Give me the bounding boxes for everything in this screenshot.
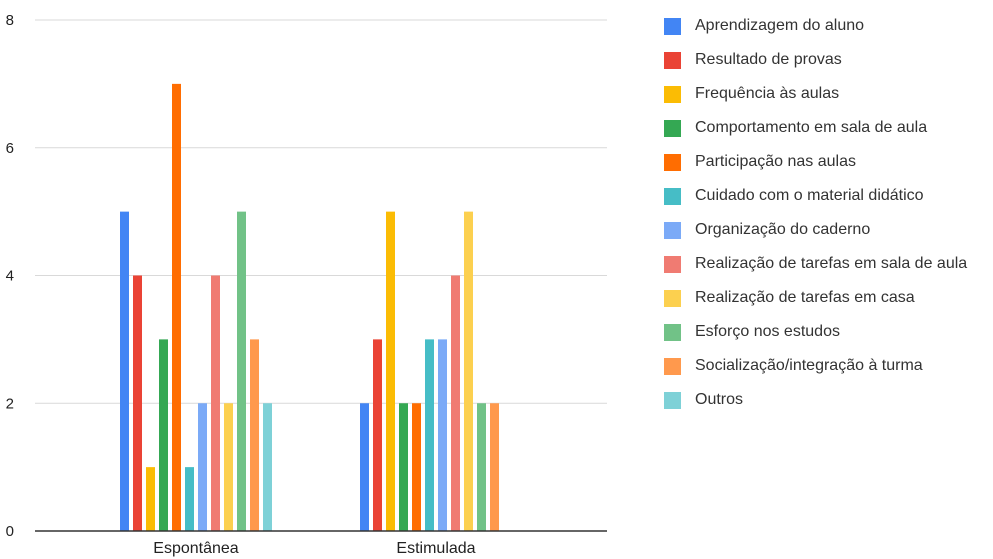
legend-item: Frequência às aulas bbox=[664, 84, 989, 103]
legend-swatch bbox=[664, 154, 681, 171]
bar bbox=[185, 467, 194, 531]
legend-swatch bbox=[664, 358, 681, 375]
bar bbox=[224, 403, 233, 531]
y-tick-label: 6 bbox=[6, 140, 14, 157]
legend-item: Aprendizagem do aluno bbox=[664, 16, 989, 35]
bar bbox=[360, 403, 369, 531]
bar bbox=[120, 211, 129, 531]
bars bbox=[120, 83, 499, 531]
legend-item: Esforço nos estudos bbox=[664, 322, 989, 341]
x-category-label: Estimulada bbox=[396, 540, 475, 557]
legend-swatch bbox=[664, 188, 681, 205]
bar bbox=[146, 467, 155, 531]
legend-label: Realização de tarefas em sala de aula bbox=[695, 255, 968, 272]
legend-item: Resultado de provas bbox=[664, 50, 989, 69]
bar bbox=[451, 275, 460, 531]
y-tick-label: 8 bbox=[6, 12, 14, 29]
gridlines bbox=[35, 19, 607, 404]
legend-swatch bbox=[664, 392, 681, 409]
legend-swatch bbox=[664, 86, 681, 103]
y-tick-label: 0 bbox=[6, 523, 14, 540]
legend-label: Comportamento em sala de aula bbox=[695, 119, 928, 136]
bar bbox=[237, 211, 246, 531]
legend-item: Participação nas aulas bbox=[664, 152, 989, 171]
legend-swatch bbox=[664, 52, 681, 69]
legend-label: Participação nas aulas bbox=[695, 153, 856, 170]
legend-swatch bbox=[664, 256, 681, 273]
bar bbox=[412, 403, 421, 531]
legend-label: Esforço nos estudos bbox=[695, 323, 840, 340]
legend-label: Organização do caderno bbox=[695, 221, 871, 238]
bar-chart: 0 2 4 6 8 Espontânea Estimulada bbox=[6, 12, 607, 557]
bar bbox=[263, 403, 272, 531]
legend-swatch bbox=[664, 324, 681, 341]
bar bbox=[172, 83, 181, 531]
bar bbox=[373, 339, 382, 531]
x-category-label: Espontânea bbox=[153, 540, 239, 557]
legend: Aprendizagem do aluno Resultado de provas… bbox=[664, 16, 989, 424]
bar bbox=[464, 211, 473, 531]
bar bbox=[490, 403, 499, 531]
bar bbox=[250, 339, 259, 531]
legend-swatch bbox=[664, 290, 681, 307]
bar bbox=[425, 339, 434, 531]
legend-item: Realização de tarefas em sala de aula bbox=[664, 254, 989, 273]
legend-item: Cuidado com o material didático bbox=[664, 186, 989, 205]
bar bbox=[399, 403, 408, 531]
y-tick-label: 2 bbox=[6, 395, 14, 412]
bar bbox=[159, 339, 168, 531]
legend-label: Cuidado com o material didático bbox=[695, 187, 924, 204]
legend-label: Realização de tarefas em casa bbox=[695, 289, 915, 306]
legend-label: Frequência às aulas bbox=[695, 85, 840, 102]
bar bbox=[211, 275, 220, 531]
legend-label: Outros bbox=[695, 391, 744, 408]
bar bbox=[386, 211, 395, 531]
legend-label: Socialização/integração à turma bbox=[695, 357, 923, 374]
legend-item: Organização do caderno bbox=[664, 220, 989, 239]
legend-item: Outros bbox=[664, 390, 989, 409]
legend-item: Socialização/integração à turma bbox=[664, 356, 989, 375]
legend-label: Resultado de provas bbox=[695, 51, 842, 68]
legend-item: Realização de tarefas em casa bbox=[664, 288, 989, 307]
bar bbox=[133, 275, 142, 531]
bar bbox=[438, 339, 447, 531]
x-axis-categories: Espontânea Estimulada bbox=[153, 540, 475, 557]
bar bbox=[198, 403, 207, 531]
legend-label: Aprendizagem do aluno bbox=[695, 17, 865, 34]
legend-swatch bbox=[664, 222, 681, 239]
bar bbox=[477, 403, 486, 531]
legend-swatch bbox=[664, 18, 681, 35]
y-axis-ticks: 0 2 4 6 8 bbox=[6, 12, 14, 540]
legend-swatch bbox=[664, 120, 681, 137]
legend-item: Comportamento em sala de aula bbox=[664, 118, 989, 137]
y-tick-label: 4 bbox=[6, 268, 14, 285]
